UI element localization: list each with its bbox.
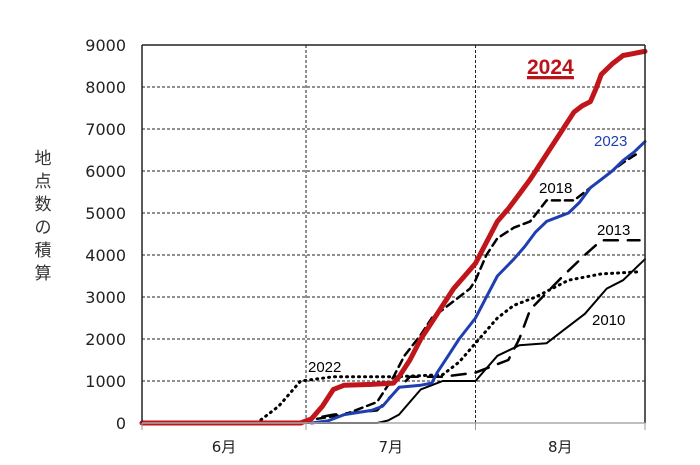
- series-lines: [139, 48, 648, 426]
- y-axis-ticks: 0 1000 2000 3000 4000 5000 6000 7000 8000 9000: [85, 36, 126, 433]
- series-label-2018: 2018: [539, 180, 572, 197]
- series-label-2022: 2022: [308, 359, 341, 376]
- series-label-2010: 2010: [592, 312, 625, 329]
- gridlines: [142, 45, 645, 423]
- y-tick-label: 1000: [85, 372, 126, 391]
- series-labels: 2022 2010 2013 2018 2023 2024: [308, 56, 630, 376]
- series-line-2023: [310, 140, 647, 425]
- y-axis-title-char: 積: [34, 241, 52, 261]
- series-line-2013: [321, 239, 641, 418]
- series-line-2024: [139, 48, 648, 426]
- y-tick-label: 8000: [85, 78, 126, 97]
- y-axis-title: 地点数の積算: [28, 148, 58, 286]
- series-label-2023: 2023: [594, 133, 627, 150]
- x-tick-label-month: 6月: [212, 438, 237, 456]
- y-tick-label: 2000: [85, 330, 126, 349]
- y-tick-label: 9000: [85, 36, 126, 55]
- plot-frame: [141, 44, 646, 424]
- y-axis-title-char: 算: [34, 264, 52, 284]
- series-label-2013: 2013: [597, 222, 630, 239]
- series-label-2024: 2024: [527, 56, 574, 79]
- x-axis-ticks: 6月 7月 8月: [141, 423, 646, 456]
- y-axis-title-char: の: [34, 218, 52, 238]
- y-tick-label: 7000: [85, 120, 126, 139]
- y-tick-label: 5000: [85, 204, 126, 223]
- y-axis-title-char: 地: [34, 149, 52, 169]
- y-tick-label: 6000: [85, 162, 126, 181]
- x-tick-label-month: 7月: [378, 438, 403, 456]
- y-axis-title-char: 点: [34, 172, 52, 192]
- y-tick-label: 3000: [85, 288, 126, 307]
- series-line-2022: [140, 270, 641, 425]
- y-axis-title-char: 数: [34, 195, 52, 215]
- y-tick-label: 4000: [85, 246, 126, 265]
- x-tick-label-month: 8月: [548, 438, 573, 456]
- y-tick-label: 0: [116, 414, 126, 433]
